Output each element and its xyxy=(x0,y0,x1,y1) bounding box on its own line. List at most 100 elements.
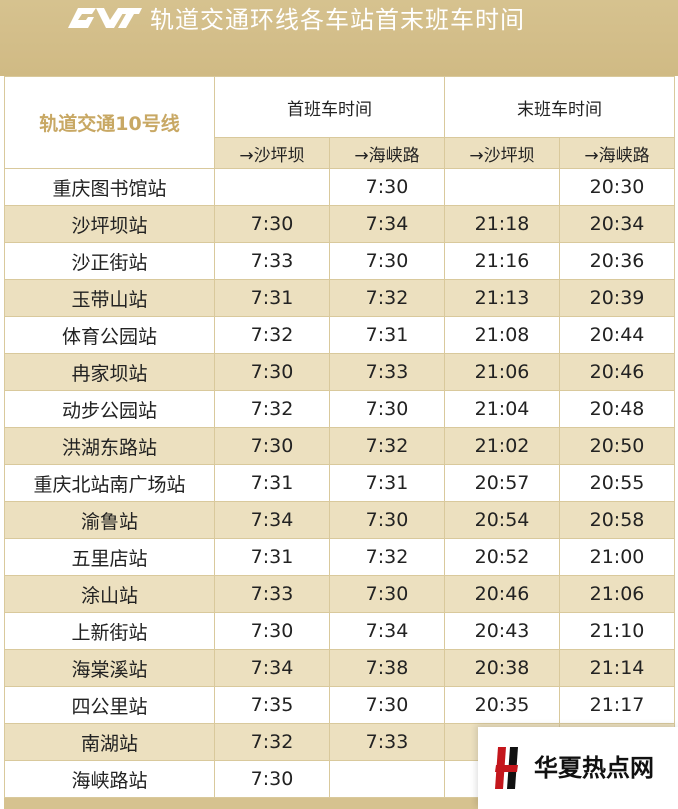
last-train-shapingba: 20:46 xyxy=(444,575,560,613)
last-train-haixialu: 20:48 xyxy=(559,390,675,428)
first-train-haixialu: 7:30 xyxy=(329,390,445,428)
timetable-container: 轨道交通10号线 首班车时间 末班车时间 →沙坪坝 →海峡路 →沙坪坝 →海峡路… xyxy=(4,76,675,809)
first-train-haixialu: 7:30 xyxy=(329,686,445,724)
last-train-haixialu: 20:34 xyxy=(559,205,675,243)
last-train-header: 末班车时间 xyxy=(444,76,675,138)
first-train-shapingba: 7:30 xyxy=(214,612,330,650)
metro-logo-icon xyxy=(68,8,142,28)
station-name: 五里店站 xyxy=(4,538,215,576)
first-train-haixialu: 7:30 xyxy=(329,242,445,280)
last-train-haixialu: 21:14 xyxy=(559,649,675,687)
first-train-haixialu: 7:32 xyxy=(329,279,445,317)
first-train-shapingba: 7:30 xyxy=(214,427,330,465)
first-train-haixialu: 7:34 xyxy=(329,205,445,243)
station-name: 重庆北站南广场站 xyxy=(4,464,215,502)
first-train-shapingba xyxy=(214,168,330,206)
station-name: 重庆图书馆站 xyxy=(4,168,215,206)
table-row: 重庆图书馆站 7:30 20:30 xyxy=(4,168,675,206)
last-train-haixialu: 20:30 xyxy=(559,168,675,206)
table-row: 动步公园站 7:32 7:30 21:04 20:48 xyxy=(4,390,675,428)
last-train-shapingba: 20:35 xyxy=(444,686,560,724)
station-name: 冉家坝站 xyxy=(4,353,215,391)
last-train-shapingba: 21:04 xyxy=(444,390,560,428)
header-banner: 轨道交通环线各车站首末班车时间 xyxy=(0,0,678,76)
last-train-haixialu: 21:06 xyxy=(559,575,675,613)
first-train-shapingba: 7:30 xyxy=(214,205,330,243)
first-train-haixialu: 7:32 xyxy=(329,427,445,465)
first-train-haixialu: 7:34 xyxy=(329,612,445,650)
first-train-haixialu: 7:33 xyxy=(329,723,445,761)
last-dir-shapingba-header: →沙坪坝 xyxy=(444,137,560,169)
table-row: 冉家坝站 7:30 7:33 21:06 20:46 xyxy=(4,353,675,391)
table-row: 海棠溪站 7:34 7:38 20:38 21:14 xyxy=(4,649,675,687)
first-train-haixialu: 7:30 xyxy=(329,501,445,539)
watermark: 华夏热点网 xyxy=(478,727,678,809)
last-train-haixialu: 20:55 xyxy=(559,464,675,502)
table-row: 上新街站 7:30 7:34 20:43 21:10 xyxy=(4,612,675,650)
last-train-shapingba: 21:18 xyxy=(444,205,560,243)
first-train-shapingba: 7:34 xyxy=(214,649,330,687)
last-train-haixialu: 20:36 xyxy=(559,242,675,280)
first-train-header: 首班车时间 xyxy=(214,76,445,138)
last-train-shapingba: 20:57 xyxy=(444,464,560,502)
station-name: 玉带山站 xyxy=(4,279,215,317)
first-train-shapingba: 7:30 xyxy=(214,353,330,391)
first-train-shapingba: 7:31 xyxy=(214,279,330,317)
station-name: 洪湖东路站 xyxy=(4,427,215,465)
last-train-haixialu: 20:39 xyxy=(559,279,675,317)
last-train-haixialu: 21:10 xyxy=(559,612,675,650)
table-row: 渝鲁站 7:34 7:30 20:54 20:58 xyxy=(4,501,675,539)
last-train-haixialu: 20:46 xyxy=(559,353,675,391)
table-row: 五里店站 7:31 7:32 20:52 21:00 xyxy=(4,538,675,576)
station-name: 动步公园站 xyxy=(4,390,215,428)
timetable: 轨道交通10号线 首班车时间 末班车时间 →沙坪坝 →海峡路 →沙坪坝 →海峡路… xyxy=(4,76,675,798)
table-row: 体育公园站 7:32 7:31 21:08 20:44 xyxy=(4,316,675,354)
station-name: 沙坪坝站 xyxy=(4,205,215,243)
table-row: 沙正街站 7:33 7:30 21:16 20:36 xyxy=(4,242,675,280)
first-train-shapingba: 7:32 xyxy=(214,390,330,428)
last-dir-haixialu-header: →海峡路 xyxy=(559,137,675,169)
huaxia-logo-icon xyxy=(495,747,518,789)
station-name: 四公里站 xyxy=(4,686,215,724)
first-train-haixialu: 7:31 xyxy=(329,316,445,354)
first-train-shapingba: 7:33 xyxy=(214,242,330,280)
timetable-body: 重庆图书馆站 7:30 20:30 沙坪坝站 7:30 7:34 21:18 2… xyxy=(4,168,675,798)
last-train-shapingba: 20:52 xyxy=(444,538,560,576)
first-train-shapingba: 7:30 xyxy=(214,760,330,798)
first-train-haixialu: 7:30 xyxy=(329,575,445,613)
last-train-shapingba: 20:38 xyxy=(444,649,560,687)
station-name: 体育公园站 xyxy=(4,316,215,354)
last-train-haixialu: 21:00 xyxy=(559,538,675,576)
last-train-shapingba xyxy=(444,168,560,206)
first-train-shapingba: 7:34 xyxy=(214,501,330,539)
last-train-haixialu: 20:44 xyxy=(559,316,675,354)
first-train-shapingba: 7:31 xyxy=(214,464,330,502)
last-train-shapingba: 21:16 xyxy=(444,242,560,280)
last-train-shapingba: 20:54 xyxy=(444,501,560,539)
last-train-shapingba: 21:02 xyxy=(444,427,560,465)
table-row: 涂山站 7:33 7:30 20:46 21:06 xyxy=(4,575,675,613)
station-name: 海峡路站 xyxy=(4,760,215,798)
last-train-shapingba: 21:06 xyxy=(444,353,560,391)
first-dir-shapingba-header: →沙坪坝 xyxy=(214,137,330,169)
station-name: 海棠溪站 xyxy=(4,649,215,687)
station-name: 涂山站 xyxy=(4,575,215,613)
table-row: 重庆北站南广场站 7:31 7:31 20:57 20:55 xyxy=(4,464,675,502)
last-train-haixialu: 20:50 xyxy=(559,427,675,465)
first-train-shapingba: 7:33 xyxy=(214,575,330,613)
last-train-haixialu: 21:17 xyxy=(559,686,675,724)
first-train-haixialu: 7:30 xyxy=(329,168,445,206)
first-train-haixialu: 7:32 xyxy=(329,538,445,576)
banner-title: 轨道交通环线各车站首末班车时间 xyxy=(150,6,525,34)
table-row: 玉带山站 7:31 7:32 21:13 20:39 xyxy=(4,279,675,317)
table-row: 洪湖东路站 7:30 7:32 21:02 20:50 xyxy=(4,427,675,465)
last-train-shapingba: 21:13 xyxy=(444,279,560,317)
first-dir-haixialu-header: →海峡路 xyxy=(329,137,445,169)
last-train-haixialu: 20:58 xyxy=(559,501,675,539)
table-row: 沙坪坝站 7:30 7:34 21:18 20:34 xyxy=(4,205,675,243)
first-train-haixialu: 7:33 xyxy=(329,353,445,391)
station-name: 沙正街站 xyxy=(4,242,215,280)
first-train-haixialu xyxy=(329,760,445,798)
table-row: 四公里站 7:35 7:30 20:35 21:17 xyxy=(4,686,675,724)
line-name-header: 轨道交通10号线 xyxy=(4,76,215,169)
